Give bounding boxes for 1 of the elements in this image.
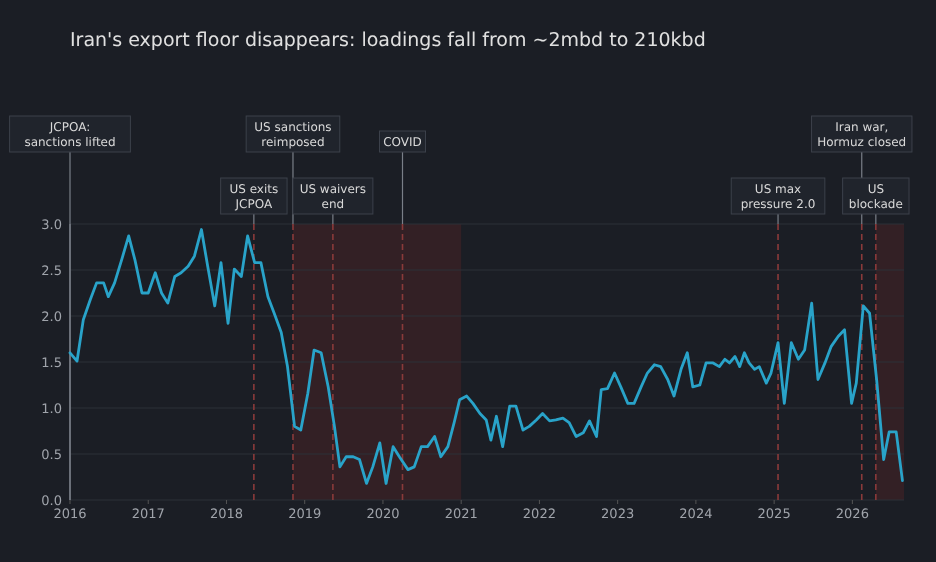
chart-title: Iran's export floor disappears: loadings fall from ~2mbd to 210kbd [70,30,706,52]
